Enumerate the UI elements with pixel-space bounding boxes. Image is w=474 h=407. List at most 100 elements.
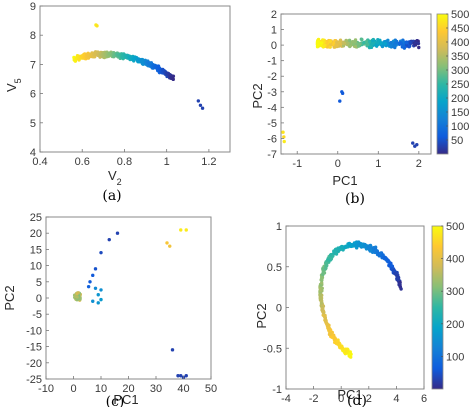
panel-b-data-point <box>411 141 415 145</box>
panel-b-data-point <box>360 37 364 42</box>
panel-d-colorbar-tick-label: 100 <box>446 351 464 363</box>
panel-a-x-tick-label: 0.6 <box>75 156 90 168</box>
panel-b-data-point <box>331 42 336 46</box>
panel-c-x-tick-label: 30 <box>150 383 162 395</box>
panel-c-x-tick-label: 50 <box>205 383 217 395</box>
panel-c-data-point <box>179 374 183 378</box>
panel-b-data-point <box>350 39 355 44</box>
panel-b-data-point <box>397 41 402 46</box>
panel-d-data-point <box>321 313 325 317</box>
panel-d-marks <box>318 240 403 359</box>
panel-a-x-label: V2 <box>108 168 122 187</box>
panel-d-data-point <box>389 264 394 268</box>
panel-b-data-point <box>338 99 342 103</box>
panel-b-colorbar-ticks: 50 100 150 200 250 300 350 400 450 500 <box>446 9 469 147</box>
panel-a-data-point <box>156 64 161 68</box>
panel-a-y-tick-label: 6 <box>30 89 36 101</box>
panel-c-data-point <box>179 228 183 232</box>
panel-b-data-point <box>315 40 320 44</box>
panel-a-data-point <box>147 61 152 65</box>
panel-c-y-tick-label: 15 <box>30 244 42 256</box>
panel-d-y-ticks: -1 -0.5 0 0.5 1 <box>263 221 289 396</box>
panel-d-data-point <box>397 282 402 286</box>
panel-b-colorbar-tick-label: 400 <box>451 37 469 49</box>
panel-c-data-point <box>184 228 188 232</box>
panel-b-data-point <box>367 39 372 44</box>
panel-a-y-tick-label: 8 <box>30 30 36 42</box>
panel-b-marks <box>281 37 421 148</box>
panel-d-y-tick-label: 1 <box>276 221 282 233</box>
panel-b-data-point <box>371 41 376 46</box>
panel-b-data-point <box>380 44 385 49</box>
panel-b-data-point <box>407 44 412 48</box>
panel-c-data-point <box>88 280 92 284</box>
panel-b-colorbar-tick-label: 450 <box>451 23 469 35</box>
panel-a-data-point <box>198 103 203 107</box>
panel-a-x-tick-label: 1 <box>164 156 170 168</box>
panel-b-caption: (b) <box>345 191 365 207</box>
panel-c-y-tick-label: 0 <box>36 293 42 305</box>
panel-c-data-point <box>96 301 100 305</box>
panel-d-colorbar-tick-label: 400 <box>446 254 464 266</box>
panel-c-x-tick-label: 10 <box>95 383 107 395</box>
panel-b-data-point <box>328 39 332 44</box>
panel-d-x-tick-label: -2 <box>309 393 319 405</box>
panel-c-x-tick-label: 40 <box>177 383 189 395</box>
panel-b-y-tick-label: -7 <box>267 149 277 161</box>
panel-a-x-ticks: 0.4 0.6 0.8 1 1.2 <box>32 149 217 168</box>
panel-b-data-point <box>366 42 370 47</box>
panel-d-data-point <box>322 271 327 275</box>
panel-b-data-point <box>375 40 380 45</box>
panel-c-data-point <box>96 293 100 297</box>
panel-d-colorbar-tick-label: 500 <box>446 221 464 233</box>
panel-d-colorbar <box>431 225 444 390</box>
panel-d-axes-box <box>285 225 425 390</box>
panel-b-data-point <box>340 91 345 96</box>
panel-a-y-ticks: 4 5 6 7 8 9 <box>30 1 43 159</box>
panel-b-x-tick-label: 0 <box>335 158 341 170</box>
panel-b-data-point <box>328 42 333 47</box>
panel-d-x-ticks: -4 -2 0 2 4 6 <box>281 386 427 405</box>
panel-b-data-point <box>413 43 418 47</box>
panel-d-data-point <box>347 354 351 358</box>
panel-d-colorbar-tick-label: 300 <box>446 286 464 298</box>
panel-d-data-point <box>320 281 324 285</box>
panel-d-data-point <box>327 332 332 337</box>
panel-c-data-point <box>93 286 98 290</box>
panel-b-data-point <box>351 42 355 47</box>
panel-b-x-tick-label: -1 <box>292 158 302 170</box>
panel-b-y-tick-label: 1 <box>271 25 277 37</box>
panel-b-data-point <box>338 38 343 42</box>
panel-d-y-tick-label: 0 <box>276 303 282 315</box>
panel-a-data-point <box>200 106 205 110</box>
panel-b-data-point <box>328 45 332 49</box>
panel-a-y-tick-label: 9 <box>30 1 36 13</box>
panel-c-data-point <box>91 273 95 278</box>
panel-b-x-tick-label: 1 <box>375 158 381 170</box>
panel-c-y-tick-label: -15 <box>26 342 42 354</box>
panel-b-y-tick-label: -2 <box>267 71 277 83</box>
panel-b-data-point <box>335 40 339 45</box>
panel-a-data-point <box>153 64 158 68</box>
panel-a-marks <box>72 23 205 110</box>
panel-b-data-point <box>282 135 286 139</box>
panel-b-data-point <box>389 40 393 45</box>
panel-c-y-tick-label: 10 <box>30 261 42 273</box>
panel-b-colorbar-tick-label: 350 <box>451 51 469 63</box>
panel-c-x-tick-label: 20 <box>122 383 134 395</box>
panel-c-y-label: PC2 <box>2 285 17 310</box>
panel-b-data-point <box>404 41 409 45</box>
panel-a-axes-box <box>39 5 231 153</box>
panel-c-data-point <box>99 250 103 255</box>
panel-c: -10 0 10 20 30 40 50 -25-20-15-10-50510152025 … <box>2 212 217 407</box>
panel-b-colorbar-tick-label: 200 <box>451 93 469 105</box>
panel-d-data-point <box>320 307 324 311</box>
panel-b-data-point <box>319 41 324 45</box>
panel-b-data-point <box>364 39 369 44</box>
panel-d-colorbar-tick-label: 200 <box>446 319 464 331</box>
panel-c-data-point <box>170 348 175 352</box>
panel-c-data-point <box>75 291 79 296</box>
panel-b-colorbar-tick-label: 500 <box>451 9 469 21</box>
panel-b-y-tick-label: 2 <box>271 9 277 21</box>
panel-d-x-tick-label: 2 <box>366 393 372 405</box>
